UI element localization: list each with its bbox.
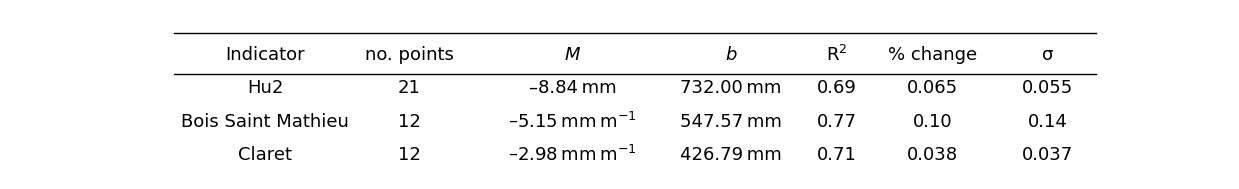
Text: R$^2$: R$^2$ [826, 45, 847, 65]
Text: b: b [725, 46, 737, 64]
Text: 0.065: 0.065 [907, 79, 958, 97]
Text: Bois Saint Mathieu: Bois Saint Mathieu [181, 113, 349, 131]
Text: 426.79 mm: 426.79 mm [680, 146, 782, 164]
Text: 0.71: 0.71 [817, 146, 856, 164]
Text: –5.15 mm m$^{-1}$: –5.15 mm m$^{-1}$ [508, 112, 637, 132]
Text: 0.055: 0.055 [1022, 79, 1073, 97]
Text: 0.10: 0.10 [913, 113, 953, 131]
Text: no. points: no. points [366, 46, 453, 64]
Text: –8.84 mm: –8.84 mm [529, 79, 616, 97]
Text: 12: 12 [398, 146, 421, 164]
Text: % change: % change [888, 46, 978, 64]
Text: σ: σ [1042, 46, 1053, 64]
Text: 0.038: 0.038 [907, 146, 958, 164]
Text: 0.69: 0.69 [817, 79, 856, 97]
Text: Hu2: Hu2 [247, 79, 284, 97]
Text: 547.57 mm: 547.57 mm [680, 113, 782, 131]
Text: 21: 21 [398, 79, 421, 97]
Text: 0.77: 0.77 [817, 113, 856, 131]
Text: –2.98 mm m$^{-1}$: –2.98 mm m$^{-1}$ [508, 145, 637, 165]
Text: 732.00 mm: 732.00 mm [680, 79, 782, 97]
Text: Claret: Claret [238, 146, 292, 164]
Text: M: M [565, 46, 580, 64]
Text: 12: 12 [398, 113, 421, 131]
Text: Indicator: Indicator [225, 46, 305, 64]
Text: 0.14: 0.14 [1028, 113, 1068, 131]
Text: 0.037: 0.037 [1022, 146, 1073, 164]
